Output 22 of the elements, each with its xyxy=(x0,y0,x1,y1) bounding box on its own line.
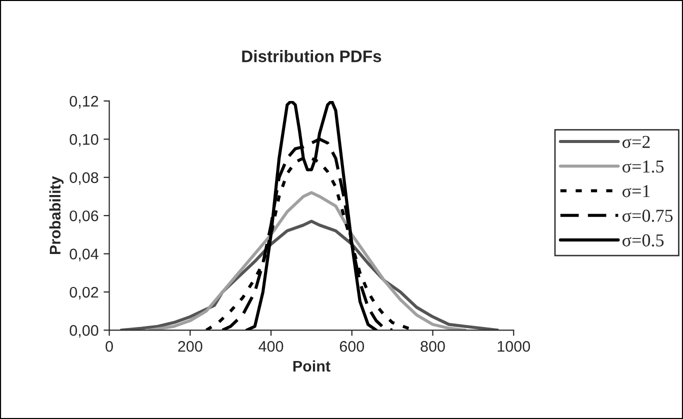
y-tick-label: 0,06 xyxy=(70,210,98,224)
x-tick-label: 0 xyxy=(106,340,113,352)
y-tick-label: 0,02 xyxy=(70,286,98,300)
legend-label: σ=0.75 xyxy=(622,210,673,222)
x-tick-label: 1000 xyxy=(498,340,530,352)
x-tick-label: 400 xyxy=(258,340,284,352)
legend-label: σ=1 xyxy=(622,185,650,198)
x-tick-label: 600 xyxy=(340,340,364,352)
y-tick-label: 0,08 xyxy=(70,172,98,185)
y-tick-label: 0,00 xyxy=(70,325,98,338)
x-tick-label: 800 xyxy=(420,340,445,352)
legend-label: σ=1.5 xyxy=(622,160,664,173)
y-tick-label: 0,04 xyxy=(70,248,98,262)
legend-label: σ=2 xyxy=(622,136,650,148)
chart-title: Distribution PDFs xyxy=(242,50,382,62)
y-axis-title: Probability xyxy=(49,176,64,254)
y-tick-label: 0,10 xyxy=(70,134,98,147)
y-tick-label: 0,12 xyxy=(70,96,98,108)
x-axis-title: Point xyxy=(293,360,330,372)
x-tick-label: 200 xyxy=(178,340,202,352)
legend-label: σ=0.5 xyxy=(622,234,664,247)
line-series xyxy=(148,191,467,330)
